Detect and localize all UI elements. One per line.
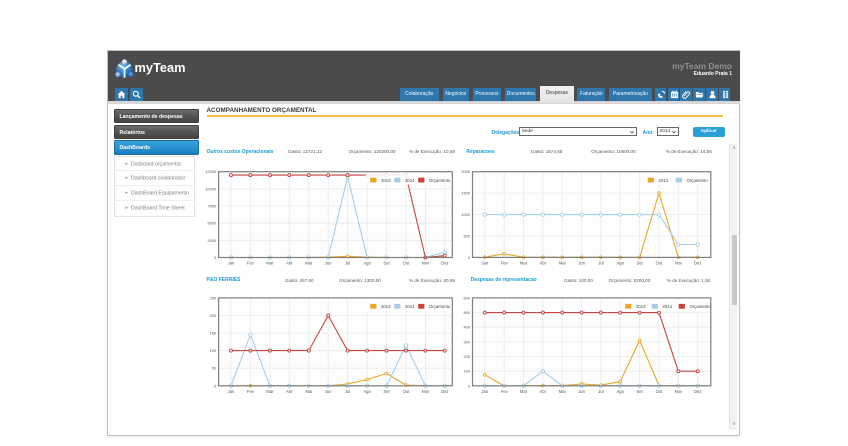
svg-text:Set: Set — [636, 260, 643, 265]
svg-text:Ago: Ago — [363, 261, 371, 266]
svg-text:Dez: Dez — [441, 389, 448, 394]
svg-text:2014: 2014 — [405, 304, 415, 309]
svg-text:Set: Set — [383, 389, 390, 394]
svg-text:Orçamento: Orçamento — [429, 178, 451, 183]
svg-text:Mar: Mar — [266, 261, 274, 266]
svg-text:10000: 10000 — [205, 186, 217, 191]
svg-text:5000: 5000 — [207, 221, 216, 226]
svg-text:Ago: Ago — [616, 260, 624, 265]
svg-text:Nov: Nov — [422, 389, 430, 394]
svg-text:Mai: Mai — [559, 389, 566, 394]
svg-text:200: 200 — [210, 313, 217, 318]
svg-text:Jul: Jul — [598, 260, 603, 265]
svg-text:2013: 2013 — [381, 178, 391, 183]
svg-text:0: 0 — [214, 255, 217, 260]
svg-text:600: 600 — [464, 295, 471, 300]
svg-text:Abr: Abr — [286, 261, 293, 266]
svg-text:Jun: Jun — [578, 389, 585, 394]
svg-text:Orçamento: Orçamento — [687, 178, 709, 183]
svg-text:7500: 7500 — [207, 204, 216, 209]
svg-text:Jan: Jan — [481, 260, 488, 265]
svg-text:Jan: Jan — [228, 261, 235, 266]
svg-text:2014: 2014 — [659, 178, 669, 183]
svg-text:Out: Out — [656, 260, 664, 265]
svg-text:Jul: Jul — [345, 261, 350, 266]
svg-text:Fev: Fev — [247, 389, 255, 394]
svg-text:Set: Set — [383, 261, 390, 266]
svg-text:2500: 2500 — [207, 238, 216, 243]
svg-text:Out: Out — [403, 261, 411, 266]
svg-text:Orçamento: Orçamento — [429, 304, 451, 309]
svg-text:Fev: Fev — [247, 261, 255, 266]
svg-text:2013: 2013 — [636, 304, 646, 309]
svg-text:Ago: Ago — [363, 389, 371, 394]
svg-text:12500: 12500 — [205, 169, 217, 174]
svg-text:Jul: Jul — [598, 389, 603, 394]
svg-text:100: 100 — [464, 369, 471, 374]
svg-text:Jul: Jul — [345, 389, 350, 394]
svg-text:Jan: Jan — [228, 389, 235, 394]
svg-text:Ago: Ago — [616, 389, 624, 394]
svg-text:Mar: Mar — [266, 389, 274, 394]
svg-text:400: 400 — [464, 325, 471, 330]
svg-text:Fev: Fev — [501, 389, 509, 394]
svg-text:Abr: Abr — [540, 260, 547, 265]
svg-text:250: 250 — [210, 295, 217, 300]
svg-text:Dez: Dez — [694, 389, 701, 394]
svg-text:Dez: Dez — [441, 261, 448, 266]
svg-text:Set: Set — [636, 389, 643, 394]
svg-text:Mai: Mai — [559, 260, 566, 265]
svg-text:300: 300 — [464, 339, 471, 344]
svg-text:Dez: Dez — [694, 260, 701, 265]
svg-text:Mai: Mai — [305, 261, 312, 266]
svg-text:100: 100 — [210, 348, 217, 353]
svg-text:Nov: Nov — [675, 260, 683, 265]
svg-text:2013: 2013 — [381, 304, 391, 309]
svg-text:2014: 2014 — [663, 304, 673, 309]
svg-text:Nov: Nov — [422, 261, 430, 266]
svg-text:Out: Out — [656, 389, 664, 394]
svg-text:2014: 2014 — [405, 178, 415, 183]
svg-text:150: 150 — [210, 331, 217, 336]
svg-text:500: 500 — [464, 234, 471, 239]
svg-text:Abr: Abr — [286, 389, 293, 394]
svg-text:0: 0 — [214, 383, 217, 388]
svg-text:1000: 1000 — [461, 212, 470, 217]
svg-text:500: 500 — [464, 310, 471, 315]
svg-text:50: 50 — [212, 366, 217, 371]
svg-text:Out: Out — [403, 389, 411, 394]
svg-text:Fev: Fev — [501, 260, 509, 265]
svg-text:0: 0 — [468, 255, 471, 260]
svg-text:Mar: Mar — [520, 260, 528, 265]
svg-text:Jun: Jun — [325, 389, 332, 394]
svg-text:0: 0 — [468, 383, 471, 388]
svg-text:Jun: Jun — [325, 261, 332, 266]
svg-text:Jun: Jun — [578, 260, 585, 265]
svg-text:1500: 1500 — [461, 191, 470, 196]
svg-text:Abr: Abr — [540, 389, 547, 394]
svg-text:Nov: Nov — [675, 389, 683, 394]
svg-text:Orçamento: Orçamento — [690, 304, 712, 309]
svg-text:Mar: Mar — [520, 389, 528, 394]
svg-text:200: 200 — [464, 354, 471, 359]
svg-text:2000: 2000 — [461, 169, 470, 174]
svg-text:Jan: Jan — [481, 389, 488, 394]
svg-text:Mai: Mai — [305, 389, 312, 394]
